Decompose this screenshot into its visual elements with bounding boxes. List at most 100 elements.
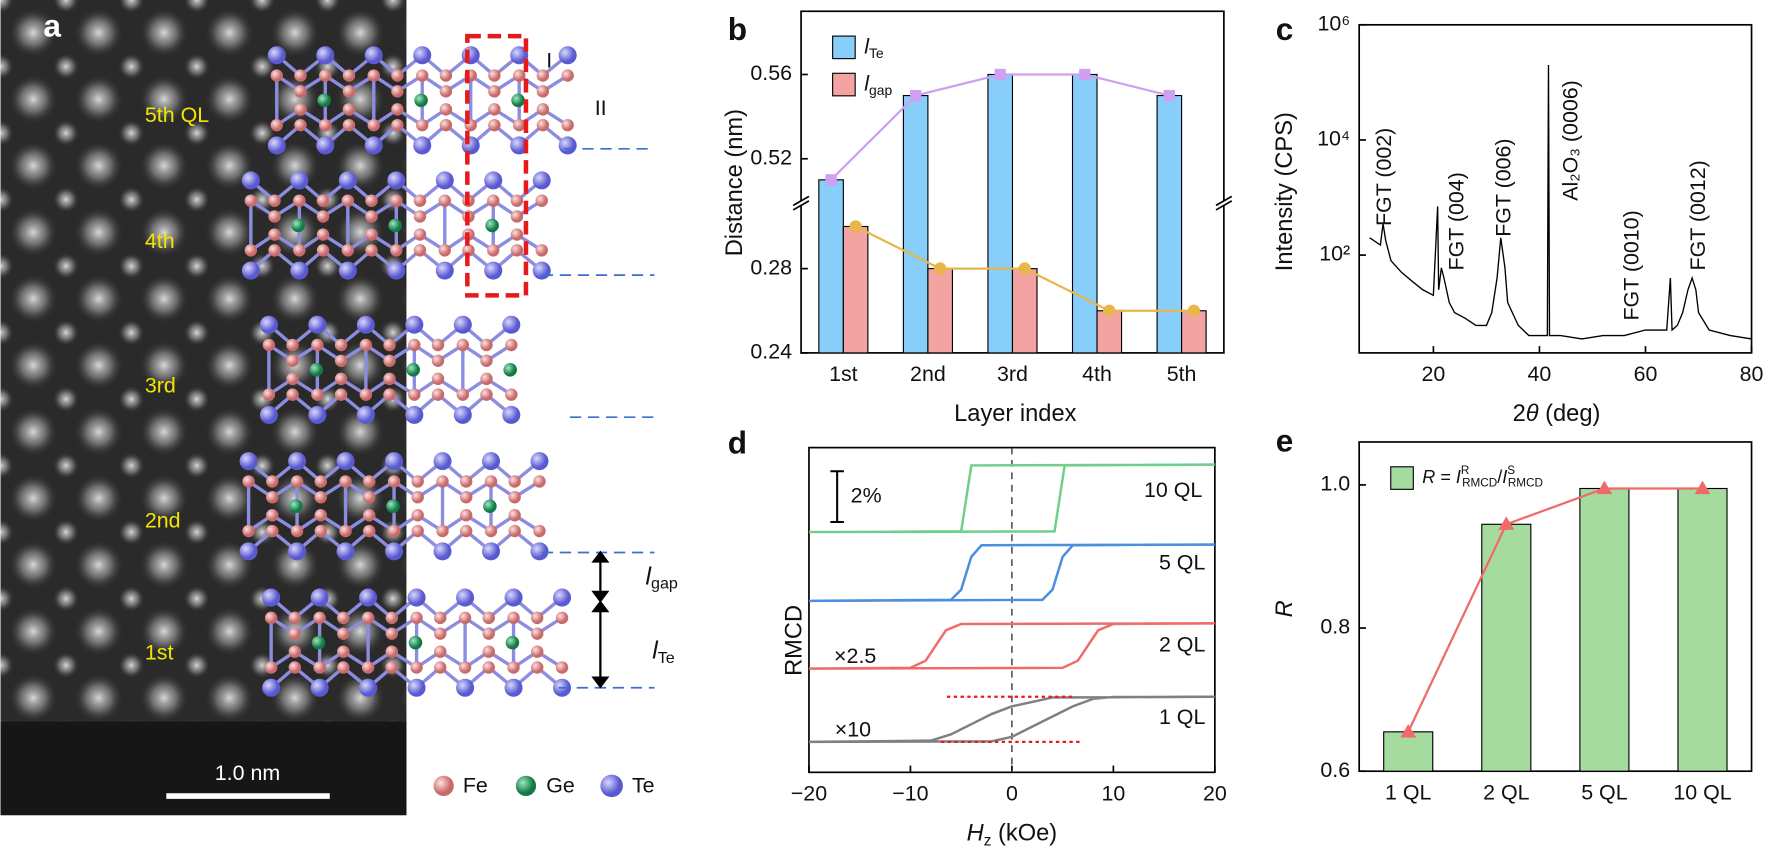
data-line: [1369, 65, 1752, 340]
fe-atom: [531, 611, 544, 625]
fe-atom: [411, 509, 424, 522]
text-part: R: [1461, 464, 1469, 477]
marker: [1103, 304, 1116, 317]
fe-atom: [460, 475, 473, 488]
fe-atom: [339, 475, 352, 488]
marker: [933, 262, 947, 275]
y-tick-label: 10²: [1319, 242, 1350, 266]
text-part: (deg): [1539, 401, 1601, 427]
series-label: 1 QL: [1159, 705, 1206, 729]
fe-atom: [431, 354, 445, 367]
y-tick-label: 1.0: [1320, 472, 1350, 496]
bar: [1011, 268, 1038, 354]
panel-label: d: [728, 425, 747, 461]
fe-atom: [264, 661, 278, 674]
fe-atom: [536, 118, 550, 132]
text-part: H: [967, 821, 985, 847]
ge-atom: [311, 635, 326, 650]
fe-atom: [334, 372, 348, 386]
fe-atom: [266, 524, 279, 538]
x-tick-label: 4th: [1082, 362, 1112, 386]
fe-atom: [385, 611, 398, 625]
te-atom: [288, 452, 307, 471]
x-tick-label: −20: [791, 782, 827, 806]
axis-break-mark: [792, 195, 810, 211]
fe-atom: [294, 85, 307, 98]
text-part: I: [1502, 467, 1507, 487]
te-atom: [435, 171, 454, 190]
fe-atom: [411, 524, 424, 538]
bar: [1579, 487, 1630, 772]
te-atom: [413, 46, 432, 65]
te-atom: [558, 46, 577, 65]
te-atom: [502, 315, 521, 334]
bar: [1071, 73, 1098, 354]
fe-atom: [460, 509, 473, 522]
text-part: l: [864, 34, 870, 58]
peak-label: FGT (0010): [1619, 210, 1643, 320]
te-atom: [387, 171, 406, 190]
fe-atom: [408, 338, 421, 352]
text-part: l: [864, 71, 870, 95]
te-atom: [239, 542, 258, 561]
ge-atom: [388, 218, 402, 233]
fe-atom: [316, 244, 330, 257]
te-atom: [502, 405, 521, 424]
text-part: Te: [658, 649, 675, 667]
fe-atom: [316, 210, 330, 223]
te-atom: [267, 136, 286, 155]
fe-atom: [286, 388, 299, 401]
fe-atom: [480, 338, 493, 352]
fe-atom: [505, 388, 518, 401]
te-atom: [558, 136, 577, 155]
scale-bar-label: 1.0 nm: [215, 761, 280, 785]
fe-atom: [365, 210, 378, 223]
te-atom: [308, 315, 327, 334]
fe-atom: [413, 228, 427, 241]
fe-atom: [342, 103, 356, 116]
text-part: l: [652, 637, 659, 664]
fe-atom: [270, 118, 283, 132]
fe-atom: [456, 338, 470, 352]
legend-swatch: [832, 72, 856, 97]
te-atom: [385, 452, 404, 471]
ge-atom: [386, 499, 400, 514]
fe-atom: [311, 388, 324, 401]
fe-atom: [431, 338, 445, 352]
fe-atom: [508, 491, 521, 504]
text-part: z: [984, 833, 992, 849]
text-part: I: [1456, 467, 1461, 487]
x-tick-label: 10 QL: [1673, 780, 1731, 804]
x-tick-label: 10: [1101, 782, 1125, 806]
text-part: R: [1272, 600, 1298, 617]
spacing-label: lgap: [645, 563, 677, 593]
te-atom: [364, 136, 383, 155]
te-atom: [407, 588, 426, 607]
fe-atom: [390, 244, 403, 257]
fe-atom: [460, 524, 473, 538]
data-line: [808, 543, 1215, 603]
fe-atom: [383, 372, 396, 386]
layer-guides: [541, 147, 655, 689]
fe-atom: [536, 85, 550, 98]
fe-atom: [436, 475, 449, 488]
fe-atom: [536, 69, 550, 82]
fe-atom: [488, 69, 501, 82]
marker: [1694, 480, 1711, 495]
fe-atom: [242, 524, 255, 538]
te-atom: [481, 452, 501, 471]
fe-atom: [294, 69, 307, 82]
fe-atom: [391, 69, 404, 82]
fe-atom: [561, 69, 574, 82]
fe-atom: [334, 388, 348, 401]
fe-atom: [288, 661, 302, 674]
te-atom: [504, 678, 523, 697]
marker: [1400, 723, 1417, 738]
fe-atom: [363, 475, 376, 488]
spacing-label: lTe: [652, 637, 675, 667]
spacing-arrows: [591, 550, 610, 689]
fe-atom: [531, 661, 544, 674]
multiplier-label: ×10: [835, 717, 871, 741]
fe-atom: [363, 524, 376, 538]
